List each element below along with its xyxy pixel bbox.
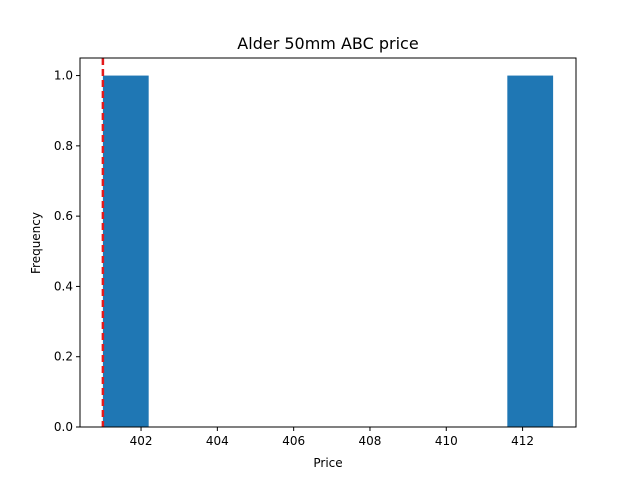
y-axis-label: Frequency (29, 212, 43, 274)
x-tick-label: 404 (206, 434, 229, 448)
y-tick-label: 0.6 (54, 209, 73, 223)
x-tick-label: 408 (359, 434, 382, 448)
y-tick-label: 0.0 (54, 420, 73, 434)
x-tick-label: 412 (511, 434, 534, 448)
y-tick-label: 0.2 (54, 350, 73, 364)
x-tick-label: 402 (130, 434, 153, 448)
x-tick-label: 410 (435, 434, 458, 448)
x-axis-label: Price (313, 456, 342, 470)
histogram-bar (102, 75, 149, 428)
plot-frame (79, 57, 577, 428)
x-tick-label: 406 (282, 434, 305, 448)
y-tick-label: 1.0 (54, 69, 73, 83)
y-tick-label: 0.4 (54, 279, 73, 293)
chart-title: Alder 50mm ABC price (237, 34, 418, 53)
histogram-bar (507, 75, 554, 428)
y-tick-label: 0.8 (54, 139, 73, 153)
histogram-bars (101, 58, 554, 428)
x-axis-ticks: 402 404 406 408 410 412 (130, 427, 534, 448)
y-axis-ticks: 0.0 0.2 0.4 0.6 0.8 1.0 (54, 69, 80, 434)
